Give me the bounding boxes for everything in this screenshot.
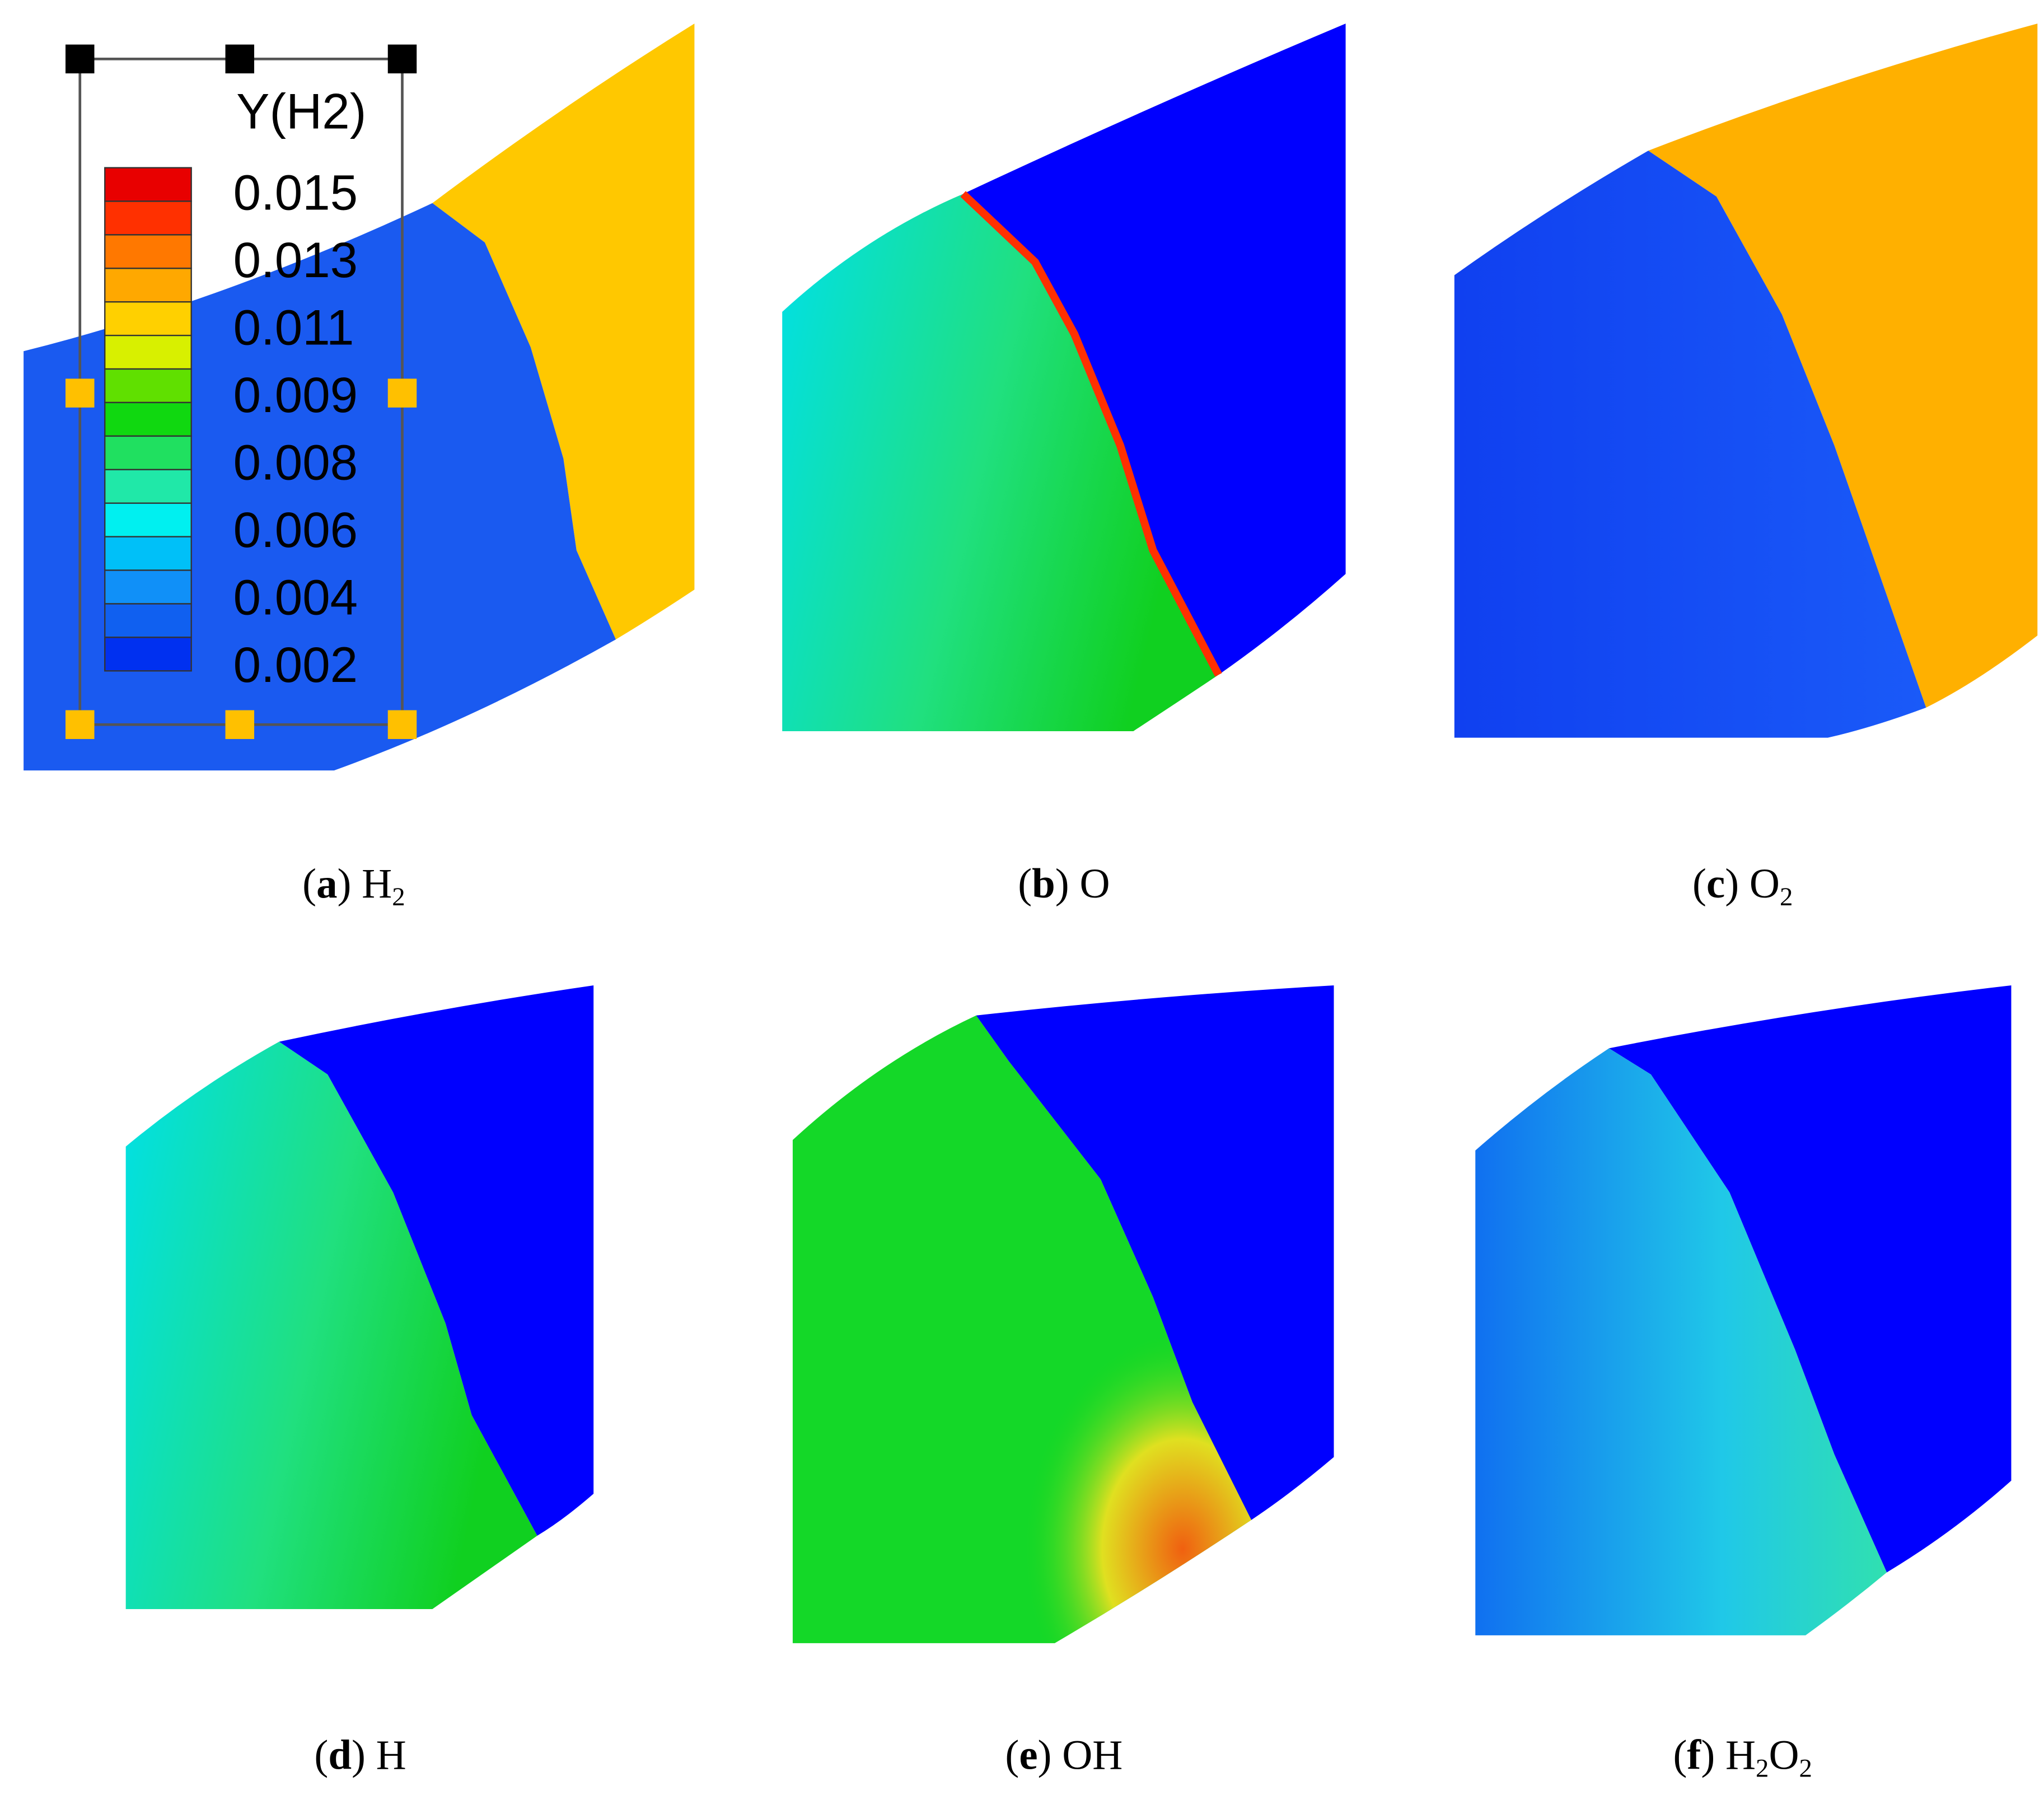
region	[1475, 1048, 1887, 1635]
caption-part: 2	[1799, 1754, 1812, 1783]
legend-label: 0.008	[233, 434, 358, 490]
handle	[225, 44, 255, 74]
caption-part: (	[1018, 861, 1032, 907]
caption: (e) OH	[1005, 1732, 1122, 1779]
caption-part: f	[1687, 1732, 1701, 1779]
caption-part: 2	[1756, 1754, 1769, 1783]
colorbar-band	[104, 469, 192, 504]
colorbar-band	[104, 536, 192, 571]
region	[125, 1041, 537, 1610]
legend-title: Y(H2)	[236, 83, 366, 139]
colorbar-band	[104, 401, 192, 437]
caption-part: e	[1019, 1732, 1037, 1779]
region	[963, 24, 1346, 675]
caption-part: (	[1692, 861, 1706, 907]
legend-label: 0.004	[233, 569, 358, 625]
region	[432, 24, 695, 640]
caption-part: ) O	[1725, 861, 1780, 907]
panel-e	[792, 985, 1334, 1643]
caption-part: ) O	[1055, 861, 1110, 907]
colorbar-band	[104, 502, 192, 537]
colorbar-band	[104, 368, 192, 404]
handle	[225, 710, 255, 739]
colorbar-band	[104, 637, 192, 672]
region	[976, 985, 1334, 1520]
caption-part: ) OH	[1038, 1732, 1123, 1779]
caption: (c) O2	[1692, 861, 1793, 911]
caption-part: (	[314, 1732, 328, 1779]
caption-part: (	[302, 861, 316, 907]
colorbar-band	[104, 603, 192, 638]
caption-part: 2	[392, 882, 405, 911]
handle	[387, 44, 417, 74]
legend-label: 0.013	[233, 232, 358, 288]
caption-part: 2	[1780, 882, 1793, 911]
region	[1648, 24, 2038, 708]
colorbar-band	[104, 200, 192, 236]
region	[279, 985, 594, 1536]
caption-part: O	[1769, 1732, 1799, 1779]
caption: (a) H2	[302, 861, 405, 911]
legend-label: 0.009	[233, 367, 358, 423]
caption-part: d	[328, 1732, 352, 1779]
caption-part: ) H	[1701, 1732, 1756, 1779]
colorbar-band	[104, 569, 192, 605]
region	[1608, 985, 2012, 1573]
region	[782, 194, 1219, 731]
colorbar-band	[104, 167, 192, 202]
colorbar-band	[104, 268, 192, 303]
panel-d	[125, 985, 594, 1610]
caption-part: ) H	[338, 861, 392, 907]
handle	[387, 378, 417, 408]
region	[792, 1015, 1252, 1643]
colorbar-band	[104, 234, 192, 269]
caption-part: b	[1032, 861, 1055, 907]
legend-label: 0.006	[233, 502, 358, 558]
caption: (b) O	[1018, 861, 1110, 907]
region	[1454, 151, 1926, 738]
caption-part: (	[1005, 1732, 1019, 1779]
panel-c	[1454, 24, 2038, 738]
caption: (d) H	[314, 1732, 406, 1779]
caption: (f) H2O2	[1673, 1732, 1812, 1783]
caption-part: c	[1706, 861, 1725, 907]
caption-part: ) H	[352, 1732, 406, 1779]
panel-f	[1475, 985, 2012, 1635]
handle	[387, 710, 417, 739]
colorbar-band	[104, 435, 192, 470]
handle	[66, 44, 95, 74]
colorbar-band	[104, 334, 192, 370]
caption-part: (	[1673, 1732, 1687, 1779]
panel-b	[782, 24, 1346, 731]
legend-label: 0.011	[233, 300, 354, 356]
legend-label: 0.015	[233, 164, 358, 220]
handle	[66, 378, 95, 408]
colorbar-band	[104, 301, 192, 336]
front	[960, 191, 1222, 677]
legend-label: 0.002	[233, 637, 358, 693]
handle	[66, 710, 95, 739]
caption-part: a	[316, 861, 337, 907]
legend: Y(H2) 0.015 0.013 0.011 0.009 0.008 0.006 0.00…	[66, 44, 417, 739]
